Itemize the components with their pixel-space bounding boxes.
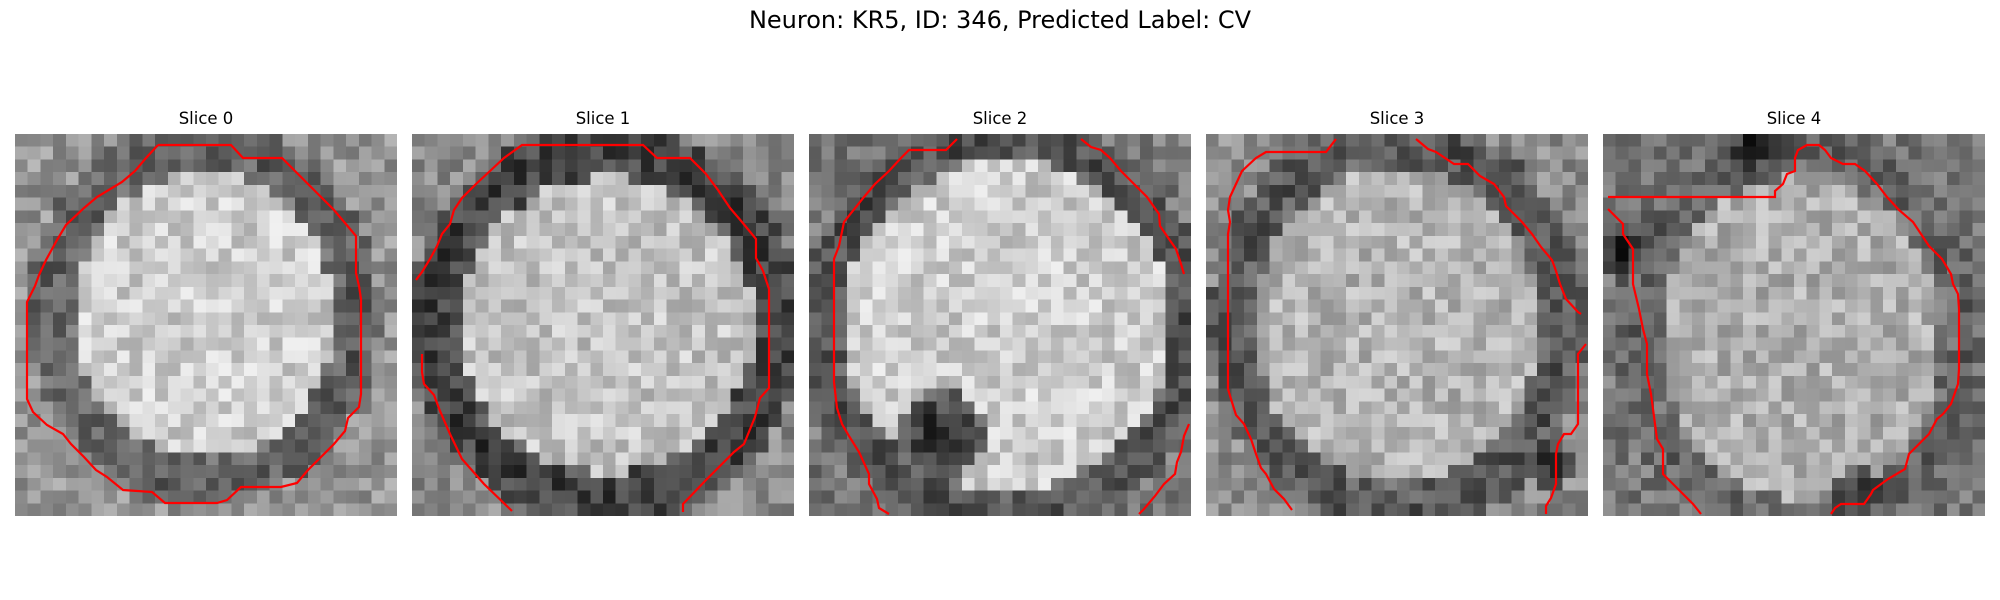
slice-panel-4: Slice 4 <box>1603 109 1985 516</box>
figure-title: Neuron: KR5, ID: 346, Predicted Label: C… <box>748 6 1252 34</box>
segmentation-contour <box>1544 343 1587 514</box>
segmentation-contour <box>1138 423 1191 515</box>
slice-title-0: Slice 0 <box>178 109 234 128</box>
segmentation-contour <box>1226 138 1337 511</box>
slice-image-2 <box>809 134 1191 516</box>
segmentation-contour <box>1080 138 1186 275</box>
contour-overlay-2 <box>832 138 1191 515</box>
slice-title-4: Slice 4 <box>1766 109 1822 128</box>
segmentation-contour <box>1415 138 1582 315</box>
slice-image-3 <box>1206 134 1588 516</box>
slice-image-1 <box>412 134 794 516</box>
slice-title-1: Slice 1 <box>575 109 631 128</box>
slice-panel-0: Slice 0 <box>15 109 397 516</box>
segmentation-contour <box>25 143 363 505</box>
contour-overlay-0 <box>25 143 363 505</box>
segmentation-contour <box>1608 143 1961 515</box>
segmentation-contour <box>420 354 513 512</box>
segmentation-contour <box>832 138 958 515</box>
contour-overlay-1 <box>415 143 771 512</box>
slice-title-3: Slice 3 <box>1369 109 1425 128</box>
contour-overlay-4 <box>1607 143 1961 515</box>
slice-panel-3: Slice 3 <box>1206 109 1588 516</box>
contour-overlay-3 <box>1226 138 1587 514</box>
slice-title-2: Slice 2 <box>972 109 1028 128</box>
segmentation-contour <box>1607 208 1702 515</box>
slice-panel-2: Slice 2 <box>809 109 1191 516</box>
segmentation-contour <box>415 143 771 512</box>
slice-panel-1: Slice 1 <box>412 109 794 516</box>
